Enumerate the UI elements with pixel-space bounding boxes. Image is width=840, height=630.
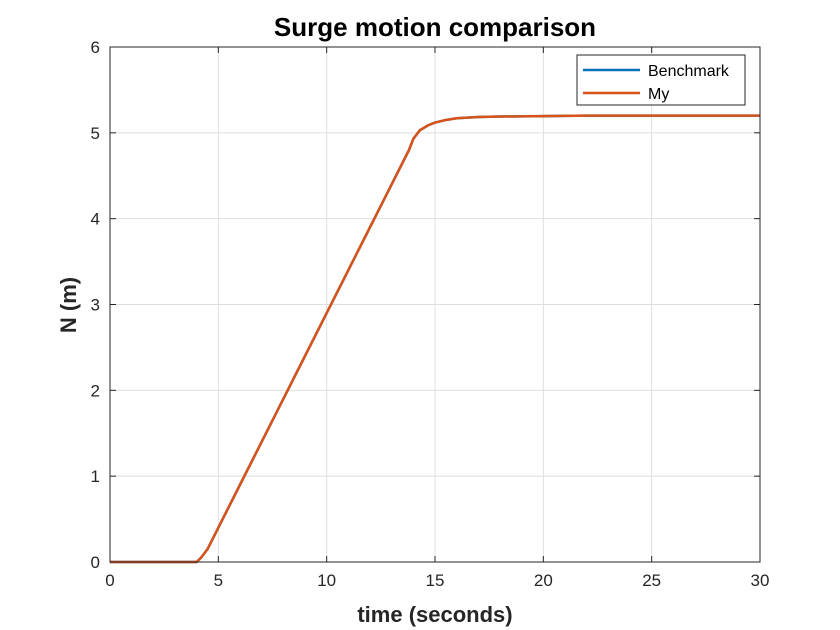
y-axis-label: N (m) [56,277,81,333]
series-layer [110,114,760,564]
y-tick-label: 3 [91,296,100,315]
legend: Benchmark My [576,54,746,106]
y-tick-label: 2 [91,381,100,400]
tick-labels: 0 5 10 15 20 25 30 0 1 2 3 4 5 6 [91,38,770,590]
y-tick-label: 6 [91,38,100,57]
x-tick-label: 25 [642,571,661,590]
y-tick-label: 4 [91,210,100,229]
chart-title: Surge motion comparison [274,12,596,42]
y-tick-label: 5 [91,124,100,143]
x-tick-label: 20 [534,571,553,590]
x-axis-label: time (seconds) [357,602,512,627]
tick-marks [109,46,761,563]
legend-label-my: My [648,86,669,103]
x-tick-label: 5 [214,571,223,590]
x-tick-label: 0 [105,571,114,590]
legend-box [576,54,746,106]
x-tick-label: 10 [317,571,336,590]
series-line-my [110,114,760,564]
legend-label-benchmark: Benchmark [648,63,730,80]
y-tick-label: 0 [91,553,100,572]
x-tick-label: 30 [751,571,770,590]
y-tick-label: 1 [91,467,100,486]
plot-area [109,46,761,564]
x-tick-label: 15 [426,571,445,590]
